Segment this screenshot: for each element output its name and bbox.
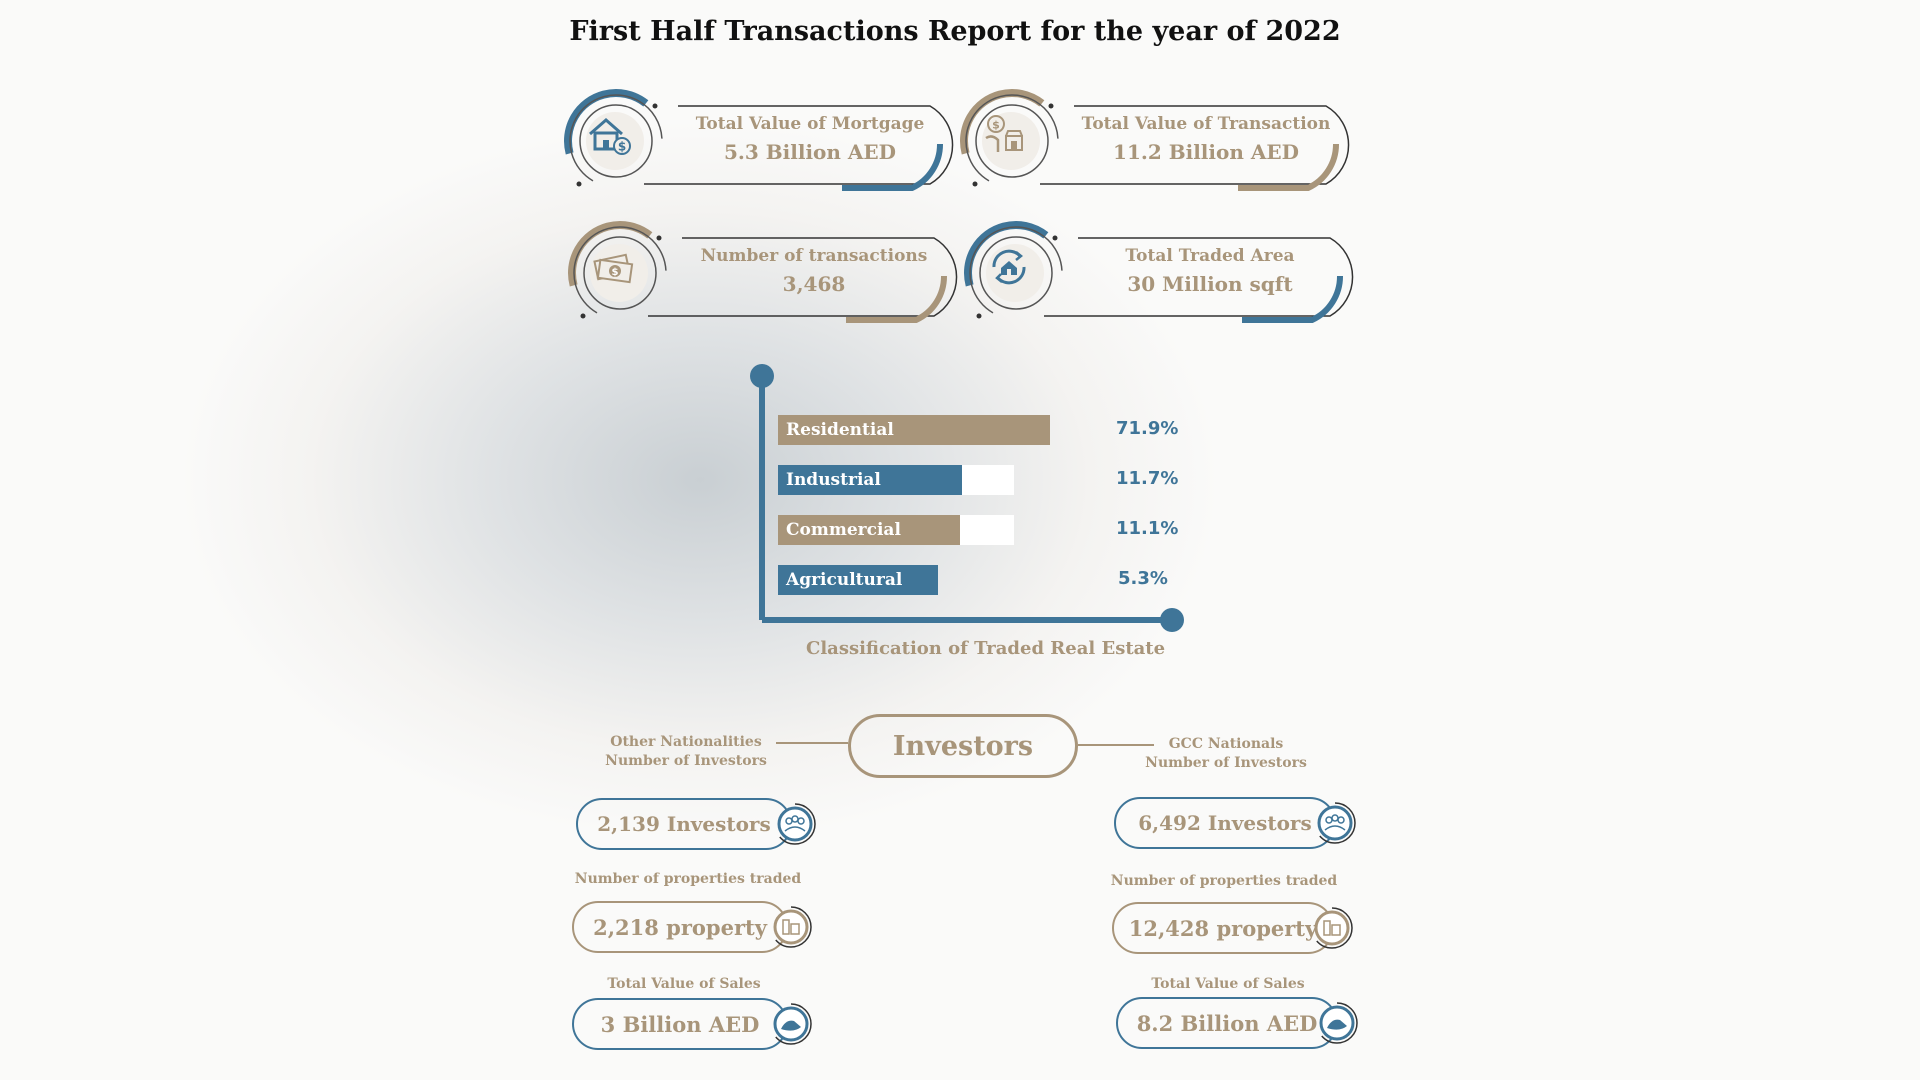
card-value: 30 Million sqft xyxy=(1127,272,1293,296)
buildings-icon xyxy=(1309,905,1355,951)
heading-line: GCC Nationals xyxy=(1168,736,1284,752)
card-frame xyxy=(568,221,958,325)
card-value: 5.3 Billion AED xyxy=(723,140,896,164)
value-label-agricultural: 5.3% xyxy=(1118,568,1168,589)
axis-top-dot xyxy=(750,364,774,388)
gcc-nationals-heading: GCC Nationals Number of Investors xyxy=(1126,735,1326,773)
svg-text:$: $ xyxy=(618,140,626,154)
card-label: Number of transactions xyxy=(700,246,928,266)
gcc-sales-label: Total Value of Sales xyxy=(1151,976,1305,992)
hand-shop-dollar-icon: $ xyxy=(982,112,1040,170)
card-frame xyxy=(960,89,1350,193)
heading-line: Number of Investors xyxy=(605,753,767,769)
card-label: Total Traded Area xyxy=(1125,246,1295,266)
money-stack-icon: $ xyxy=(590,244,648,302)
other-nationalities-heading: Other Nationalities Number of Investors xyxy=(586,733,786,771)
value-label-industrial: 11.7% xyxy=(1116,468,1179,489)
bar-residential: Residential xyxy=(778,415,1050,445)
card-label: Total Value of Transaction xyxy=(1081,114,1331,134)
gcc-investors-count: 6,492 Investors xyxy=(1114,797,1336,849)
chart-title: Classification of Traded Real Estate xyxy=(806,638,1166,659)
report-title: First Half Transactions Report for the y… xyxy=(569,16,1341,47)
house-dollar-icon: $ xyxy=(586,112,644,170)
value-label-residential: 71.9% xyxy=(1116,418,1179,439)
card-transaction-value: $ Total Value of Transaction 11.2 Billio… xyxy=(956,86,1376,196)
card-transactions-count: $ Number of transactions 3,468 xyxy=(564,218,984,328)
card-frame xyxy=(564,89,954,193)
svg-text:$: $ xyxy=(992,119,1000,132)
investors-title: Investors xyxy=(848,714,1078,778)
money-hand-icon xyxy=(1314,1000,1360,1046)
card-label: Total Value of Mortgage xyxy=(695,114,925,134)
bar-agricultural: Agricultural xyxy=(778,565,939,595)
card-frame xyxy=(964,221,1354,325)
axis-end-dot xyxy=(1160,608,1184,632)
house-cycle-icon xyxy=(986,244,1044,302)
bar-industrial: Industrial xyxy=(778,465,963,495)
other-sales-label: Total Value of Sales xyxy=(607,976,761,992)
chart-axes xyxy=(750,364,1184,632)
people-icon xyxy=(772,801,818,847)
card-traded-area: Total Traded Area 30 Million sqft xyxy=(960,218,1380,328)
gcc-properties-value: 12,428 property xyxy=(1112,902,1334,954)
people-icon xyxy=(1312,800,1358,846)
connector-right xyxy=(1078,744,1154,746)
card-value: 3,468 xyxy=(782,272,846,296)
card-mortgage: $ Total Value of Mortgage 5.3 Billion AE… xyxy=(560,86,980,196)
other-investors-count: 2,139 Investors xyxy=(576,798,792,850)
bar-commercial: Commercial xyxy=(778,515,960,545)
heading-line: Other Nationalities xyxy=(610,734,762,750)
other-sales-value: 3 Billion AED xyxy=(572,998,788,1050)
other-properties-label: Number of properties traded xyxy=(574,871,802,887)
heading-line: Number of Investors xyxy=(1145,755,1307,771)
gcc-sales-value: 8.2 Billion AED xyxy=(1116,997,1338,1049)
money-hand-icon xyxy=(768,1001,814,1047)
connector-left xyxy=(776,742,848,744)
buildings-icon xyxy=(768,904,814,950)
gcc-properties-label: Number of properties traded xyxy=(1110,873,1338,889)
other-properties-value: 2,218 property xyxy=(572,901,788,953)
svg-text:$: $ xyxy=(612,267,619,278)
card-value: 11.2 Billion AED xyxy=(1113,140,1299,164)
value-label-commercial: 11.1% xyxy=(1116,518,1179,539)
